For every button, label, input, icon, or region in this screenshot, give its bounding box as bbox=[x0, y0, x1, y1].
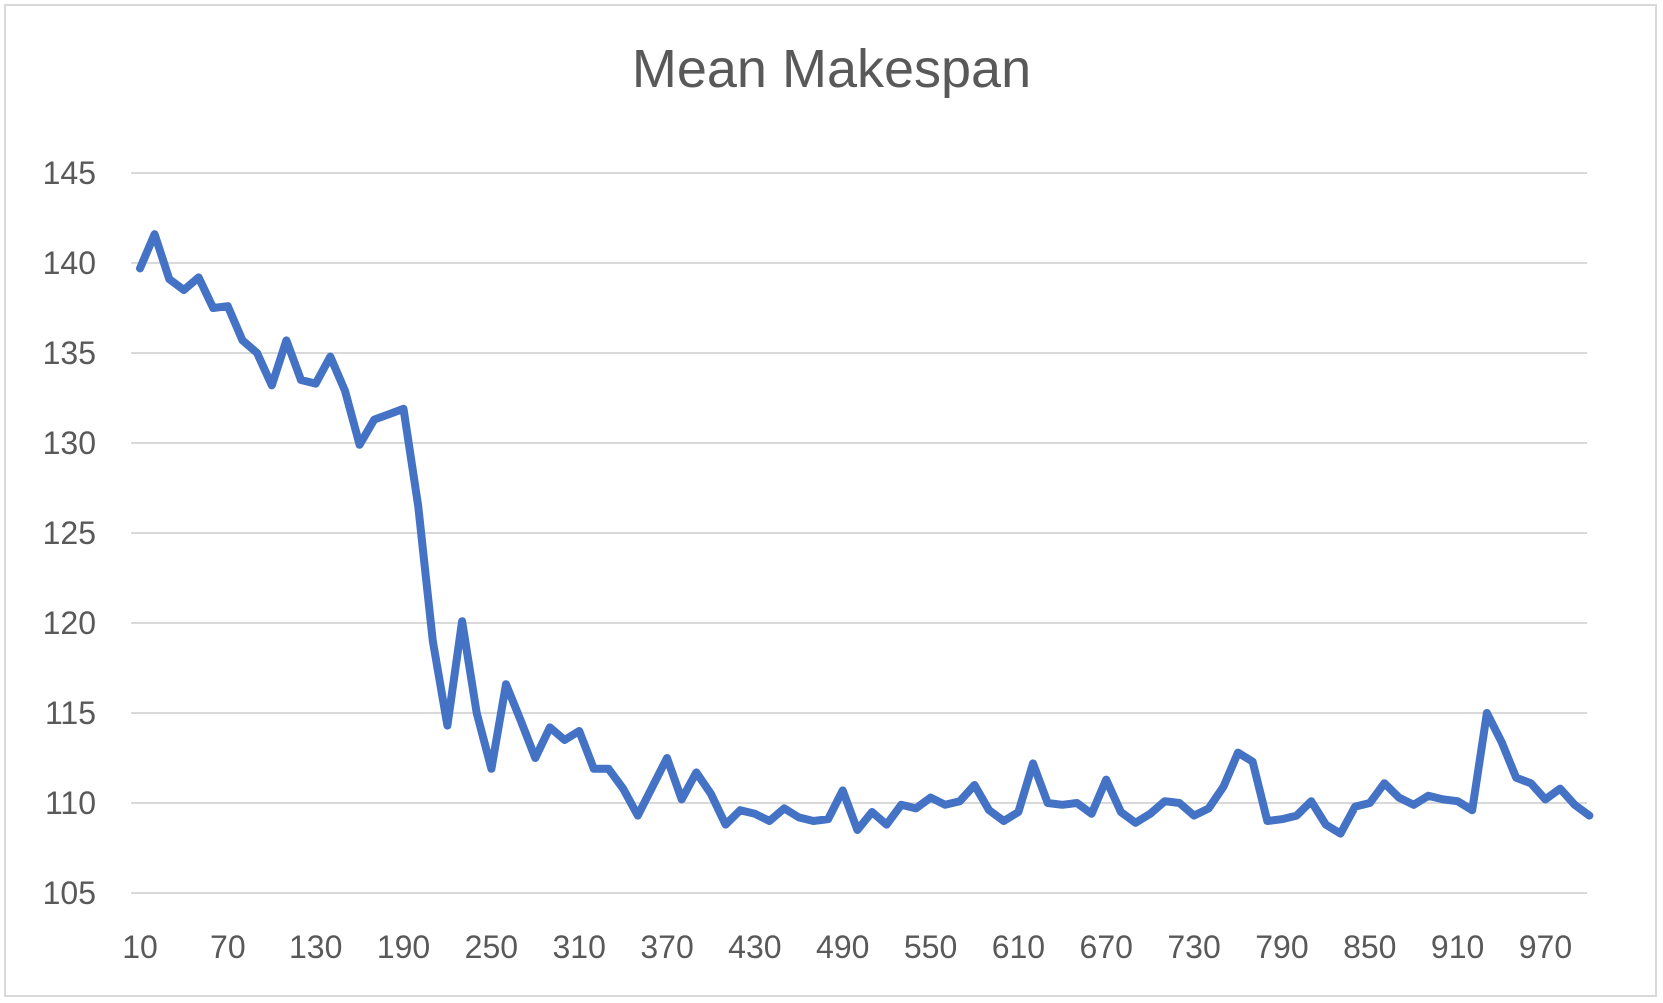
y-tick-label: 125 bbox=[43, 515, 96, 551]
y-tick-label: 115 bbox=[45, 695, 96, 731]
x-tick-label: 550 bbox=[904, 929, 957, 965]
x-tick-label: 310 bbox=[553, 929, 606, 965]
x-tick-label: 370 bbox=[640, 929, 693, 965]
y-axis-labels: 105 110 115 120 125 130 135 140 145 bbox=[43, 155, 96, 911]
chart-title: Mean Makespan bbox=[631, 39, 1032, 99]
x-tick-label: 250 bbox=[465, 929, 518, 965]
x-tick-label: 850 bbox=[1343, 929, 1396, 965]
x-tick-label: 970 bbox=[1519, 929, 1572, 965]
x-tick-label: 910 bbox=[1431, 929, 1484, 965]
y-tick-label: 105 bbox=[43, 875, 96, 911]
y-tick-label: 140 bbox=[43, 245, 96, 281]
y-tick-label: 135 bbox=[43, 335, 96, 371]
x-tick-label: 670 bbox=[1080, 929, 1133, 965]
x-tick-label: 430 bbox=[728, 929, 781, 965]
chart-frame bbox=[4, 4, 1657, 997]
x-tick-label: 70 bbox=[210, 929, 246, 965]
y-tick-label: 120 bbox=[43, 605, 96, 641]
x-tick-label: 190 bbox=[377, 929, 430, 965]
x-axis-labels: 10 70 130 190 250 310 370 430 490 550 610 670 730 790… bbox=[122, 929, 1572, 965]
x-tick-label: 610 bbox=[992, 929, 1045, 965]
y-tick-label: 130 bbox=[43, 425, 96, 461]
y-tick-label: 145 bbox=[43, 155, 96, 191]
x-tick-label: 490 bbox=[816, 929, 869, 965]
series-group bbox=[136, 230, 1594, 838]
x-tick-label: 790 bbox=[1255, 929, 1308, 965]
y-tick-label: 110 bbox=[45, 785, 96, 821]
x-tick-label: 10 bbox=[122, 929, 158, 965]
x-tick-label: 730 bbox=[1167, 929, 1220, 965]
series-line-1 bbox=[136, 230, 1594, 838]
x-tick-label: 130 bbox=[289, 929, 342, 965]
gridlines bbox=[131, 172, 1587, 894]
